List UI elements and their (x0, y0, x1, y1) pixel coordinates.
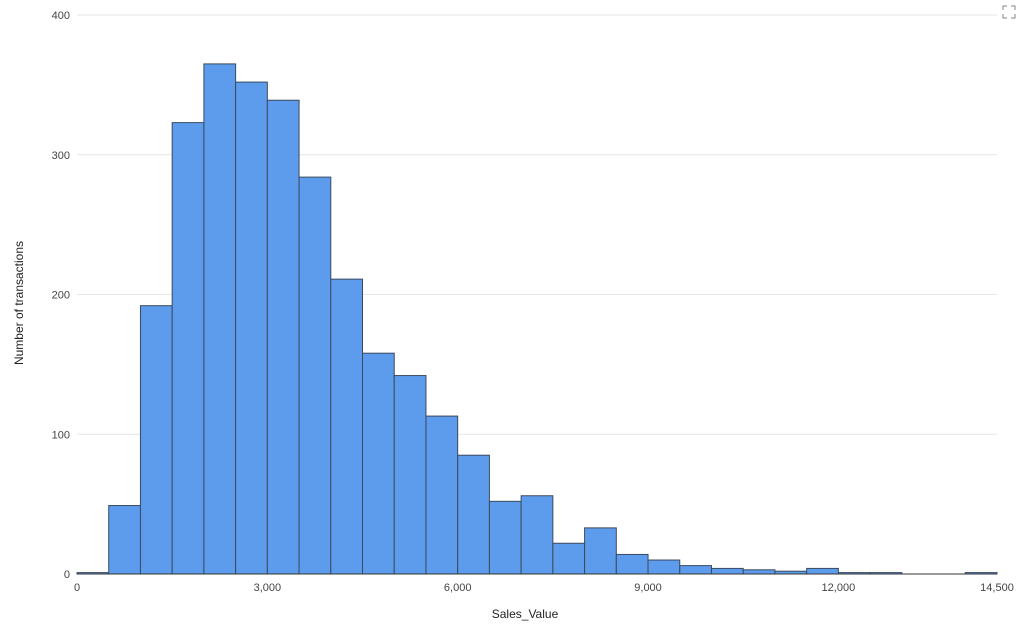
histogram-bar[interactable] (647, 559, 681, 575)
x-axis-title: Sales_Value (492, 607, 559, 621)
x-tick-label: 0 (74, 582, 80, 594)
y-tick-label: 100 (52, 429, 70, 441)
histogram-bar[interactable] (362, 352, 395, 575)
x-tick-label: 9,000 (634, 582, 662, 594)
histogram-bar[interactable] (108, 505, 141, 575)
histogram-bar[interactable] (203, 63, 237, 575)
histogram-bar[interactable] (235, 81, 268, 575)
histogram-bar[interactable] (139, 305, 173, 575)
histogram-bar[interactable] (298, 176, 332, 575)
x-tick-label: 12,000 (822, 582, 856, 594)
y-tick-label: 200 (52, 290, 70, 302)
x-tick-labels: 0 3,000 6,000 9,000 12,000 14,500 (74, 582, 1014, 594)
histogram-bar[interactable] (710, 567, 744, 575)
y-axis-title: Number of transactions (12, 241, 26, 365)
y-tick-label: 400 (52, 10, 70, 22)
histogram-bar[interactable] (171, 122, 205, 575)
histogram-bar[interactable] (393, 375, 427, 575)
y-tick-label: 300 (52, 150, 70, 162)
histogram-bar[interactable] (266, 99, 300, 575)
histogram-bar[interactable] (615, 553, 649, 575)
x-tick-label: 14,500 (980, 582, 1014, 594)
histogram-bar[interactable] (425, 415, 459, 575)
y-tick-label: 0 (64, 569, 70, 581)
histogram-bar[interactable] (806, 567, 839, 575)
histogram-bar[interactable] (457, 454, 490, 575)
histogram-bar[interactable] (488, 500, 522, 575)
y-tick-labels: 0 100 200 300 400 (52, 10, 70, 581)
histogram-bar[interactable] (330, 278, 364, 575)
histogram-bar[interactable] (552, 542, 586, 575)
x-tick-label: 6,000 (444, 582, 472, 594)
histogram-bar[interactable] (584, 527, 617, 575)
expand-icon[interactable] (1002, 5, 1016, 19)
histogram-bar[interactable] (679, 565, 712, 575)
histogram-bar[interactable] (742, 569, 776, 575)
histogram-bar[interactable] (520, 495, 554, 575)
x-tick-label: 3,000 (254, 582, 282, 594)
bars (76, 63, 998, 575)
